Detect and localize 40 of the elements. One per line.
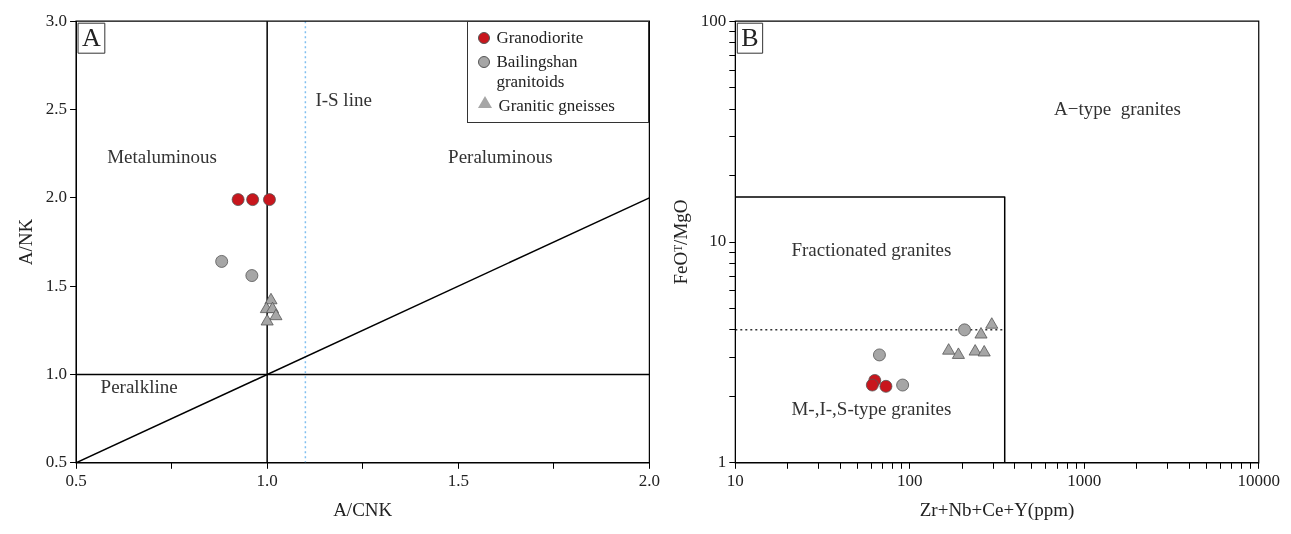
point (215, 255, 229, 268)
point (245, 269, 259, 282)
legend-label: Bailingshan granitoids (496, 52, 579, 93)
legend-label: Granitic gneisses (498, 96, 615, 117)
y-tick-label: 1.5 (45, 275, 68, 295)
annotation: Metaluminous (107, 146, 217, 168)
y-tick-label: 3.0 (45, 10, 68, 30)
ref-line-label: I-S line (315, 88, 372, 110)
y-tick-label: 0.5 (45, 452, 68, 472)
x-tick-label: 1.0 (256, 471, 278, 491)
point (263, 193, 276, 207)
x-tick-label: 10000 (1237, 471, 1280, 491)
y-tick-label: 10 (709, 231, 727, 251)
y-tick-label: 1 (717, 452, 727, 472)
annotation: A−type granites (1054, 97, 1181, 119)
x-axis-title: Zr+Nb+Ce+Y(ppm) (919, 498, 1075, 521)
legend-label: Granodiorite (496, 28, 584, 49)
annotation: M-,I-,S-type granites (791, 397, 952, 419)
annotation: Peraluminous (448, 146, 553, 168)
point (231, 193, 245, 207)
point (269, 308, 283, 321)
x-tick-label: 100 (897, 471, 923, 491)
y-tick-label: 2.0 (45, 187, 68, 207)
x-tick-label: 0.5 (65, 471, 87, 491)
x-axis-title: A/CNK (333, 498, 393, 520)
x-tick-label: 1000 (1067, 471, 1102, 491)
chart-title: A (82, 23, 102, 53)
annotation: Fractionated granites (791, 238, 952, 260)
y-tick-label: 100 (700, 10, 727, 30)
x-tick-label: 1.5 (447, 471, 469, 491)
y-tick-label: 2.5 (45, 98, 68, 118)
y-axis-title: FeOᵀ/MgO (670, 199, 692, 285)
annotation: Peralkline (100, 375, 178, 397)
point (260, 314, 274, 326)
x-tick-label: 2.0 (638, 471, 660, 491)
x-tick-label: 10 (726, 471, 744, 491)
y-axis-title: A/NK (15, 218, 37, 266)
y-tick-label: 1.0 (45, 363, 68, 383)
chart-title: B (741, 23, 759, 53)
point (246, 193, 260, 207)
